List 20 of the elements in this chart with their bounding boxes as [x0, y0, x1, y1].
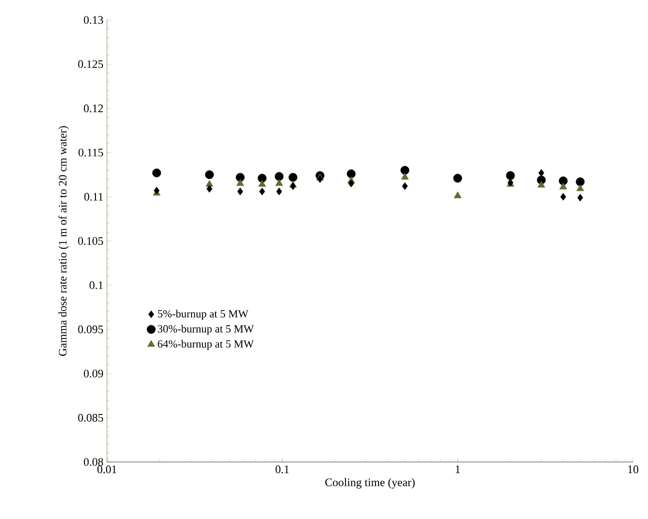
y-tick-label: 0.085: [78, 414, 104, 422]
y-tick-label: 0.13: [84, 16, 104, 24]
y-axis-title: Gamma dose rate ratio (1 m of air to 20 cm water): [58, 126, 69, 356]
y-tick-label: 0.095: [78, 326, 104, 334]
y-tick-label: 0.09: [84, 370, 104, 378]
x-tick-label: 1: [456, 466, 460, 474]
x-axis-title: Cooling time (year): [325, 478, 415, 489]
x-tick-label: 10: [628, 466, 638, 474]
y-tick-label: 0.11: [84, 192, 103, 201]
x-tick-label: 0.1: [276, 466, 289, 474]
legend-label: 5%-burnup at 5 MW: [158, 310, 248, 320]
y-tick-label: 0.12: [84, 104, 103, 112]
y-tick-label: 0.1: [90, 281, 103, 290]
y-tick-label: 0.125: [78, 60, 104, 68]
y-tick-label: 0.105: [78, 237, 104, 245]
legend-label: 64%-burnup at 5 MW: [158, 340, 254, 350]
x-tick-label: 0.01: [97, 466, 116, 474]
y-tick-label: 0.115: [78, 148, 104, 156]
y-tick-label: 0.08: [84, 458, 104, 466]
legend-label: 30%-burnup at 5 MW: [158, 324, 254, 335]
